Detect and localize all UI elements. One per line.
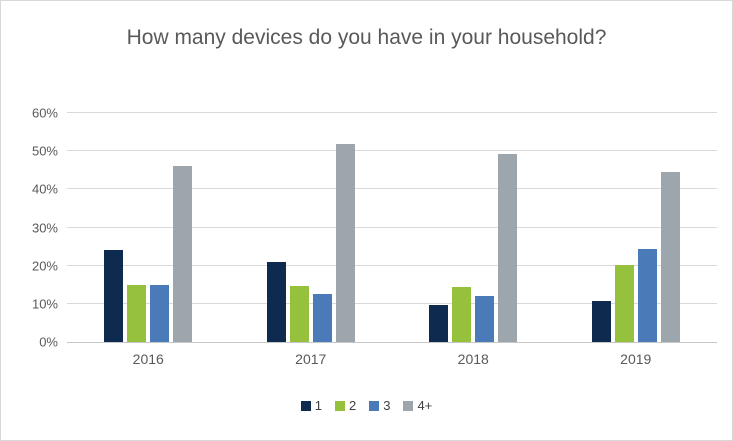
bar-series-3-2016 — [150, 284, 170, 342]
bar-series-3-2019 — [637, 249, 657, 342]
bar-series-4+-2016 — [173, 166, 193, 342]
bar-series-4+-2019 — [660, 172, 680, 342]
legend-swatch-icon — [334, 400, 345, 411]
y-tick-label: 40% — [31, 181, 58, 197]
bar-series-4+-2017 — [335, 143, 355, 342]
bar-group-2019: 2019 — [555, 113, 718, 367]
bar-series-1-2018 — [429, 304, 449, 342]
legend-swatch-icon — [369, 400, 380, 411]
y-tick-label: 10% — [31, 296, 58, 312]
legend-item-3: 3 — [369, 398, 390, 413]
gridline — [67, 188, 717, 190]
legend-item-4+: 4+ — [403, 398, 432, 413]
bar-series-2-2019 — [614, 265, 634, 342]
x-tick-label: 2016 — [132, 351, 164, 367]
legend-label: 4+ — [417, 398, 433, 413]
bar-series-1-2019 — [591, 301, 611, 342]
bar-series-2-2018 — [452, 287, 472, 342]
y-tick-label: 50% — [31, 143, 58, 159]
gridline — [67, 264, 717, 266]
x-tick-label: 2018 — [457, 351, 489, 367]
x-tick-label: 2019 — [620, 351, 652, 367]
legend-swatch-icon — [300, 400, 311, 411]
plot-area: 0% 10% 20% 30% 40% 50% 60% 2016 2017 2018 2019 — [32, 106, 718, 367]
y-tick-label: 30% — [31, 220, 58, 235]
legend-item-1: 1 — [300, 398, 322, 413]
chart-title: How many devices do you have in your hou… — [126, 26, 607, 49]
legend-label: 1 — [314, 398, 322, 413]
bar-series-2-2017 — [289, 285, 309, 342]
bar-group-2018: 2018 — [392, 113, 555, 367]
bar-series-1-2016 — [104, 250, 124, 342]
bar-series-3-2017 — [312, 293, 332, 342]
legend-item-2: 2 — [334, 398, 357, 413]
gridline — [67, 226, 717, 228]
y-tick-label: 20% — [31, 258, 58, 274]
bar-series-3-2018 — [475, 295, 495, 342]
legend-label: 2 — [348, 398, 357, 413]
y-tick-label: 0% — [39, 334, 58, 350]
chart-legend: 1 2 3 4+ — [1, 398, 732, 413]
y-tick-label: 60% — [31, 105, 58, 121]
bar-group-2017: 2017 — [230, 113, 393, 367]
bar-groups: 2016 2017 2018 2019 — [67, 113, 718, 367]
gridline — [67, 302, 717, 304]
x-tick-label: 2017 — [295, 351, 327, 367]
bar-group-2016: 2016 — [67, 113, 230, 367]
bar-series-2-2016 — [127, 284, 147, 342]
bar-series-1-2017 — [266, 261, 286, 342]
gridline — [67, 150, 717, 152]
bar-series-4+-2018 — [498, 153, 518, 342]
legend-label: 3 — [383, 398, 391, 413]
legend-swatch-icon — [403, 400, 414, 411]
gridline — [67, 112, 717, 113]
